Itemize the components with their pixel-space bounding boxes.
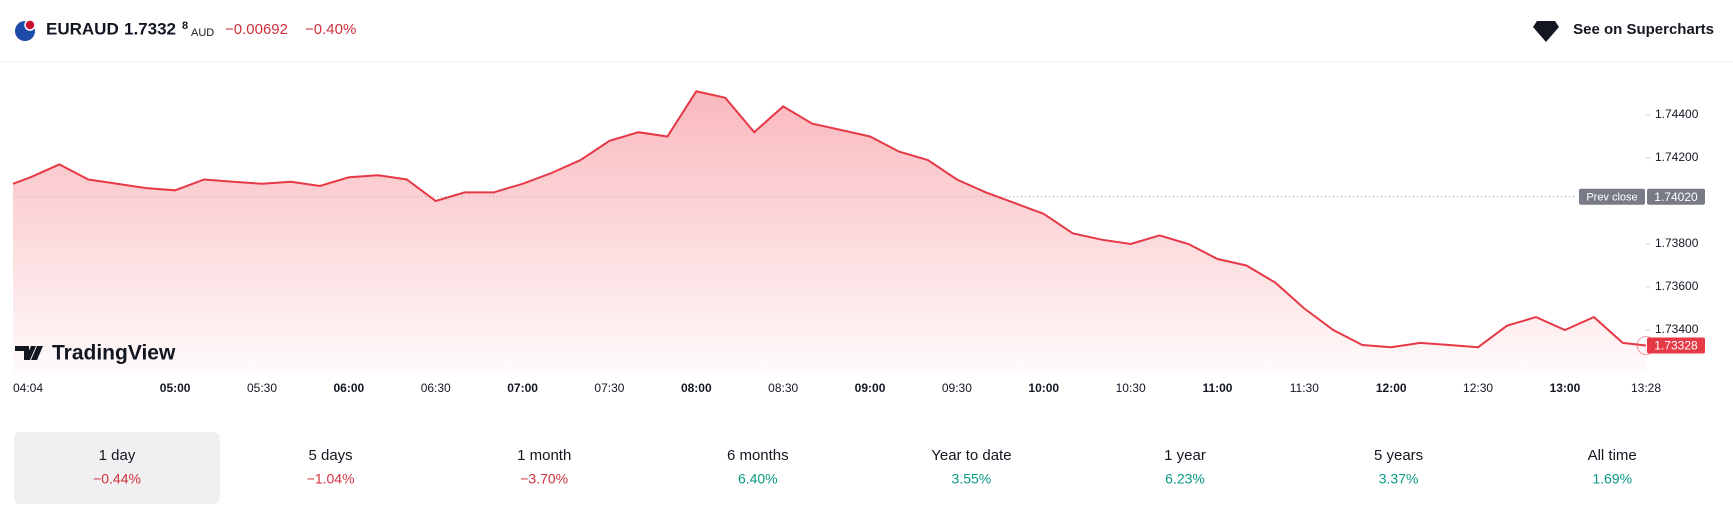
x-tick-label: 06:00	[334, 381, 365, 395]
period-name[interactable]: All time	[1588, 447, 1637, 464]
header: EURAUD 1.7332 8 AUD −0.00692 −0.40% See …	[0, 19, 1733, 63]
x-tick-label: 07:00	[507, 381, 538, 395]
x-tick-label: 06:30	[421, 381, 451, 395]
x-tick-label: 05:00	[160, 381, 191, 395]
x-tick-label: 13:00	[1550, 381, 1581, 395]
period-change: 3.55%	[952, 471, 992, 487]
x-tick-label: 04:04	[13, 381, 43, 395]
period-name[interactable]: Year to date	[931, 447, 1011, 464]
x-tick-label: 10:00	[1028, 381, 1059, 395]
y-tick-label: 1.73800	[1655, 236, 1699, 250]
x-tick-label: 09:30	[942, 381, 972, 395]
y-tick-label: 1.73400	[1655, 322, 1699, 336]
x-tick-label: 07:30	[594, 381, 624, 395]
watermark: TradingView	[15, 342, 176, 365]
watermark-text: TradingView	[52, 342, 176, 365]
change: −0.00692	[225, 21, 288, 38]
supercharts-text[interactable]: See on Supercharts	[1573, 21, 1714, 38]
x-tick-label: 12:00	[1376, 381, 1407, 395]
periods: 1 day −0.44% 5 days −1.04% 1 month −3.70% 6 mo…	[14, 432, 1637, 504]
tv-logo	[15, 346, 43, 360]
selected-period-bg	[14, 432, 220, 504]
y-tick-label: 1.74400	[1655, 107, 1699, 121]
price-fraction: 8	[182, 20, 188, 32]
y-tick-label: 1.74200	[1655, 150, 1699, 164]
x-tick-label: 08:30	[768, 381, 798, 395]
x-tick-label: 09:00	[855, 381, 886, 395]
prev-close-tag-bg	[1579, 188, 1645, 205]
x-tick-label: 11:30	[1290, 381, 1319, 395]
last-value: 1.73328	[1654, 339, 1698, 353]
x-tick-label: 13:28	[1631, 381, 1661, 395]
period-name[interactable]: 5 years	[1374, 447, 1423, 464]
price: 1.7332	[124, 19, 176, 38]
supercharts-icon	[1533, 21, 1559, 42]
period-name[interactable]: 6 months	[727, 447, 789, 464]
plot: 1.73400 1.73600 1.73800 1.74200 1.74400 04:04…	[12, 90, 1705, 395]
period-change: 6.23%	[1165, 471, 1205, 487]
prev-close-value-bg	[1647, 188, 1705, 205]
period-name[interactable]: 1 year	[1164, 447, 1206, 464]
currency: AUD	[191, 27, 214, 39]
supercharts-link[interactable]: See on Supercharts	[1533, 21, 1714, 42]
period-change: 1.69%	[1592, 471, 1632, 487]
period-change: −1.04%	[307, 471, 355, 487]
last-value-bg	[1647, 337, 1705, 354]
area	[13, 91, 1646, 374]
symbol: EURAUD	[46, 19, 119, 38]
period-change: 3.37%	[1379, 471, 1419, 487]
prev-close-tag: Prev close	[1586, 192, 1637, 204]
period-change: −0.44%	[93, 471, 141, 487]
line	[12, 90, 1647, 349]
x-tick-label: 12:30	[1463, 381, 1493, 395]
period-change: −3.70%	[520, 471, 568, 487]
flag-icon-small	[24, 19, 36, 31]
x-tick-label: 11:00	[1202, 381, 1232, 395]
period-name[interactable]: 1 month	[517, 447, 571, 464]
x-tick-label: 05:30	[247, 381, 277, 395]
change-percent: −0.40%	[305, 21, 356, 38]
prev-close-value: 1.74020	[1654, 190, 1698, 204]
x-tick-label: 08:00	[681, 381, 712, 395]
period-name[interactable]: 5 days	[308, 447, 352, 464]
period-change: 6.40%	[738, 471, 778, 487]
x-tick-label: 10:30	[1116, 381, 1146, 395]
period-name[interactable]: 1 day	[99, 447, 136, 464]
y-tick-label: 1.73600	[1655, 279, 1699, 293]
